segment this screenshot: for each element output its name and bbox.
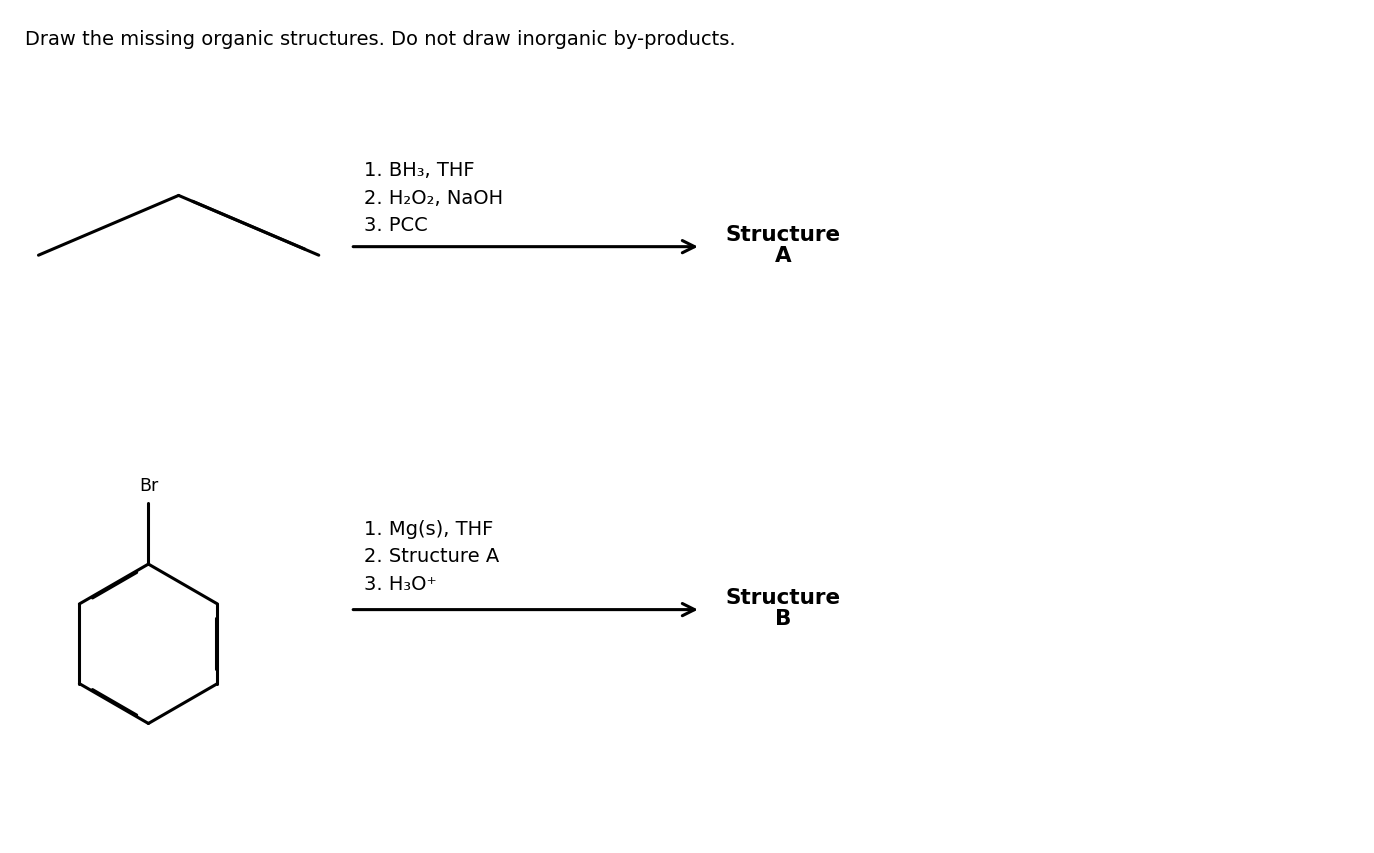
Text: Draw the missing organic structures. Do not draw inorganic by-products.: Draw the missing organic structures. Do … (25, 30, 735, 49)
Text: Br: Br (139, 477, 158, 495)
Text: A: A (775, 246, 791, 266)
Text: Structure: Structure (725, 224, 841, 245)
Text: 3. H₃O⁺: 3. H₃O⁺ (364, 574, 437, 593)
Text: 3. PCC: 3. PCC (364, 216, 427, 235)
Text: Structure: Structure (725, 587, 841, 607)
Text: 2. H₂O₂, NaOH: 2. H₂O₂, NaOH (364, 189, 503, 207)
Text: 1. BH₃, THF: 1. BH₃, THF (364, 161, 475, 180)
Text: 2. Structure A: 2. Structure A (364, 547, 499, 566)
Text: B: B (775, 608, 791, 629)
Text: 1. Mg(s), THF: 1. Mg(s), THF (364, 519, 493, 538)
